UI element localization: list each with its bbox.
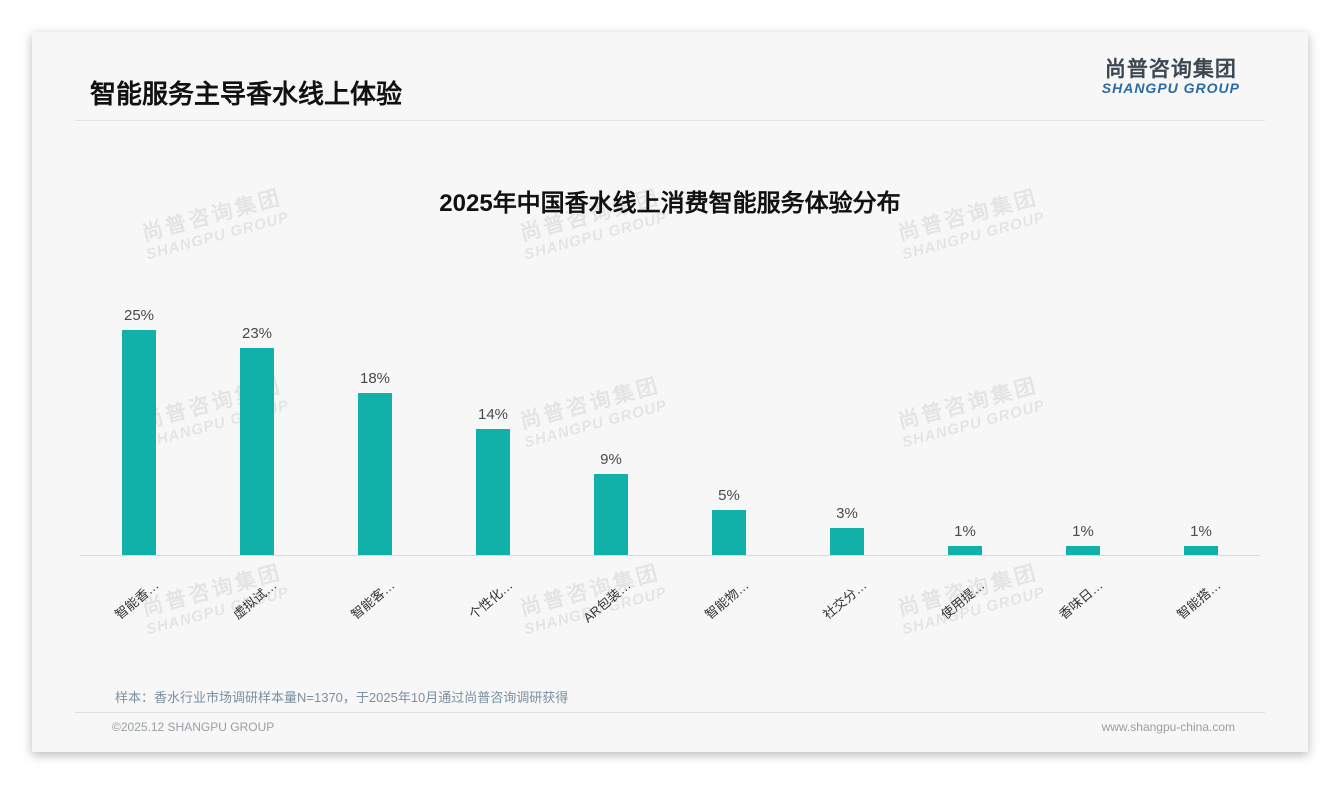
page-title: 智能服务主导香水线上体验 [90, 79, 403, 109]
category-label-column: 虚拟试… [198, 556, 316, 646]
category-label: 个性化… [466, 577, 516, 623]
bar [830, 528, 864, 555]
category-label: 智能客… [348, 577, 398, 623]
bar-value-label: 5% [718, 487, 740, 504]
bar [1066, 546, 1100, 555]
category-label: AR包装… [580, 577, 634, 626]
bar-value-label: 14% [477, 406, 509, 423]
bar-column: 9% [552, 451, 670, 555]
bar [1184, 546, 1218, 555]
bar [476, 429, 510, 555]
bar [122, 330, 156, 555]
category-label-column: 智能搭… [1142, 556, 1260, 646]
chart-title: 2025年中国香水线上消费智能服务体验分布 [439, 190, 901, 217]
bar-value-label: 9% [600, 451, 622, 468]
bar-chart: 2025年中国香水线上消费智能服务体验分布 25% 23% 18% 14% 9% 5% 3%… [32, 183, 1308, 646]
category-label: 智能搭… [1174, 577, 1224, 623]
bar [594, 474, 628, 555]
category-label-column: 香味日… [1024, 556, 1142, 646]
logo-chinese-name: 尚普咨询集团 [1104, 58, 1237, 81]
bar-value-label: 1% [1072, 523, 1094, 540]
logo-english-name: SHANGPU GROUP [1101, 80, 1240, 97]
category-label-column: 社交分… [788, 556, 906, 646]
footer: ©2025.12 SHANGPU GROUP www.shangpu-china… [75, 712, 1265, 734]
bar [240, 348, 274, 555]
category-label: 使用提… [938, 577, 988, 623]
bar-column: 5% [670, 487, 788, 555]
bar [712, 510, 746, 555]
plot-area: 25% 23% 18% 14% 9% 5% 3% 1% 1% 1% 智能香… 虚拟试… 智能客… 个性化… [80, 307, 1260, 646]
bar-column: 1% [1142, 523, 1260, 555]
category-label-column: 智能客… [316, 556, 434, 646]
category-label: 香味日… [1056, 577, 1106, 623]
category-label: 虚拟试… [230, 577, 280, 623]
category-label-column: 使用提… [906, 556, 1024, 646]
labels-row: 智能香… 虚拟试… 智能客… 个性化… AR包装… 智能物… 社交分… 使用提… 香味日… 智能搭… [80, 556, 1260, 646]
category-label: 智能物… [702, 577, 752, 623]
company-logo: 尚普咨询集团 SHANGPU GROUP [1102, 58, 1240, 96]
bar-value-label: 3% [836, 505, 858, 522]
category-label: 智能香… [112, 577, 162, 623]
bar-column: 3% [788, 505, 906, 555]
bar-value-label: 23% [241, 325, 273, 342]
bar [358, 393, 392, 555]
bars-row: 25% 23% 18% 14% 9% 5% 3% 1% 1% 1% [80, 307, 1260, 556]
bar-column: 25% [80, 307, 198, 555]
bar-value-label: 1% [954, 523, 976, 540]
category-label-column: 智能物… [670, 556, 788, 646]
bar-value-label: 18% [359, 370, 391, 387]
sample-footnote: 样本：香水行业市场调研样本量N=1370，于2025年10月通过尚普咨询调研获得 [115, 690, 569, 705]
website-text: www.shangpu-china.com [1101, 720, 1235, 734]
bar-value-label: 25% [123, 307, 155, 324]
header: 智能服务主导香水线上体验 尚普咨询集团 SHANGPU GROUP [75, 32, 1265, 121]
copyright-text: ©2025.12 SHANGPU GROUP [112, 720, 275, 734]
category-label-column: 智能香… [80, 556, 198, 646]
bar-column: 14% [434, 406, 552, 555]
category-label: 社交分… [820, 577, 870, 623]
bar-column: 1% [1024, 523, 1142, 555]
bar-column: 23% [198, 325, 316, 555]
bar-value-label: 1% [1190, 523, 1212, 540]
bar-column: 1% [906, 523, 1024, 555]
category-label-column: 个性化… [434, 556, 552, 646]
bar [948, 546, 982, 555]
category-label-column: AR包装… [552, 556, 670, 646]
bar-column: 18% [316, 370, 434, 555]
report-card: 尚普咨询集团 SHANGPU GROUP 尚普咨询集团 SHANGPU GROUP … [32, 32, 1308, 752]
